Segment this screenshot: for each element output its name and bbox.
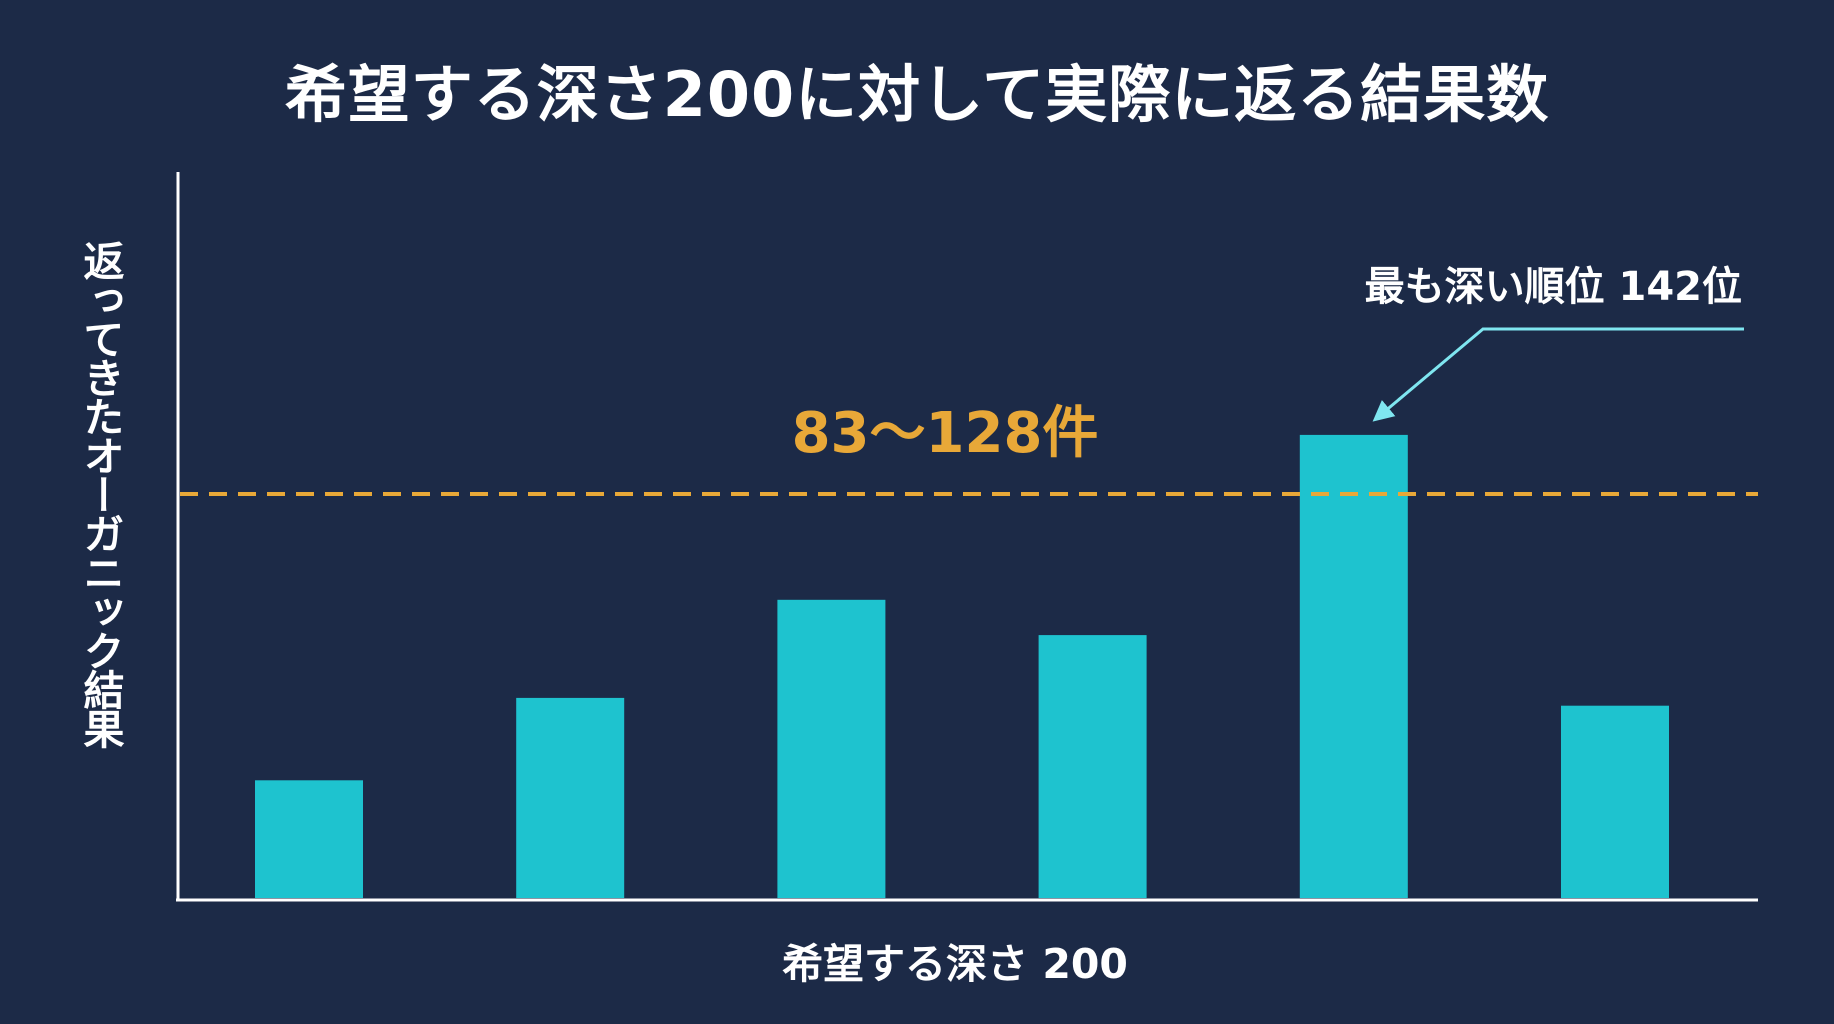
bar-5: [1299, 434, 1408, 898]
y-axis-label: 返ってきたオーガニック結果: [76, 240, 124, 747]
x-axis-label: 希望する深さ 200: [782, 940, 1128, 988]
bar-4: [1038, 635, 1147, 898]
bar-1: [255, 780, 363, 898]
bar-6: [1561, 705, 1669, 898]
annotation-arrow: [1372, 327, 1744, 422]
bars-group: [255, 434, 1669, 898]
chart-title: 希望する深さ200に対して実際に返る結果数: [284, 58, 1550, 131]
reference-range-label: 83〜128件: [792, 401, 1099, 466]
bar-3: [777, 599, 886, 898]
bar-2: [516, 697, 625, 898]
deepest-rank-annotation: 最も深い順位 142位: [1365, 264, 1742, 310]
